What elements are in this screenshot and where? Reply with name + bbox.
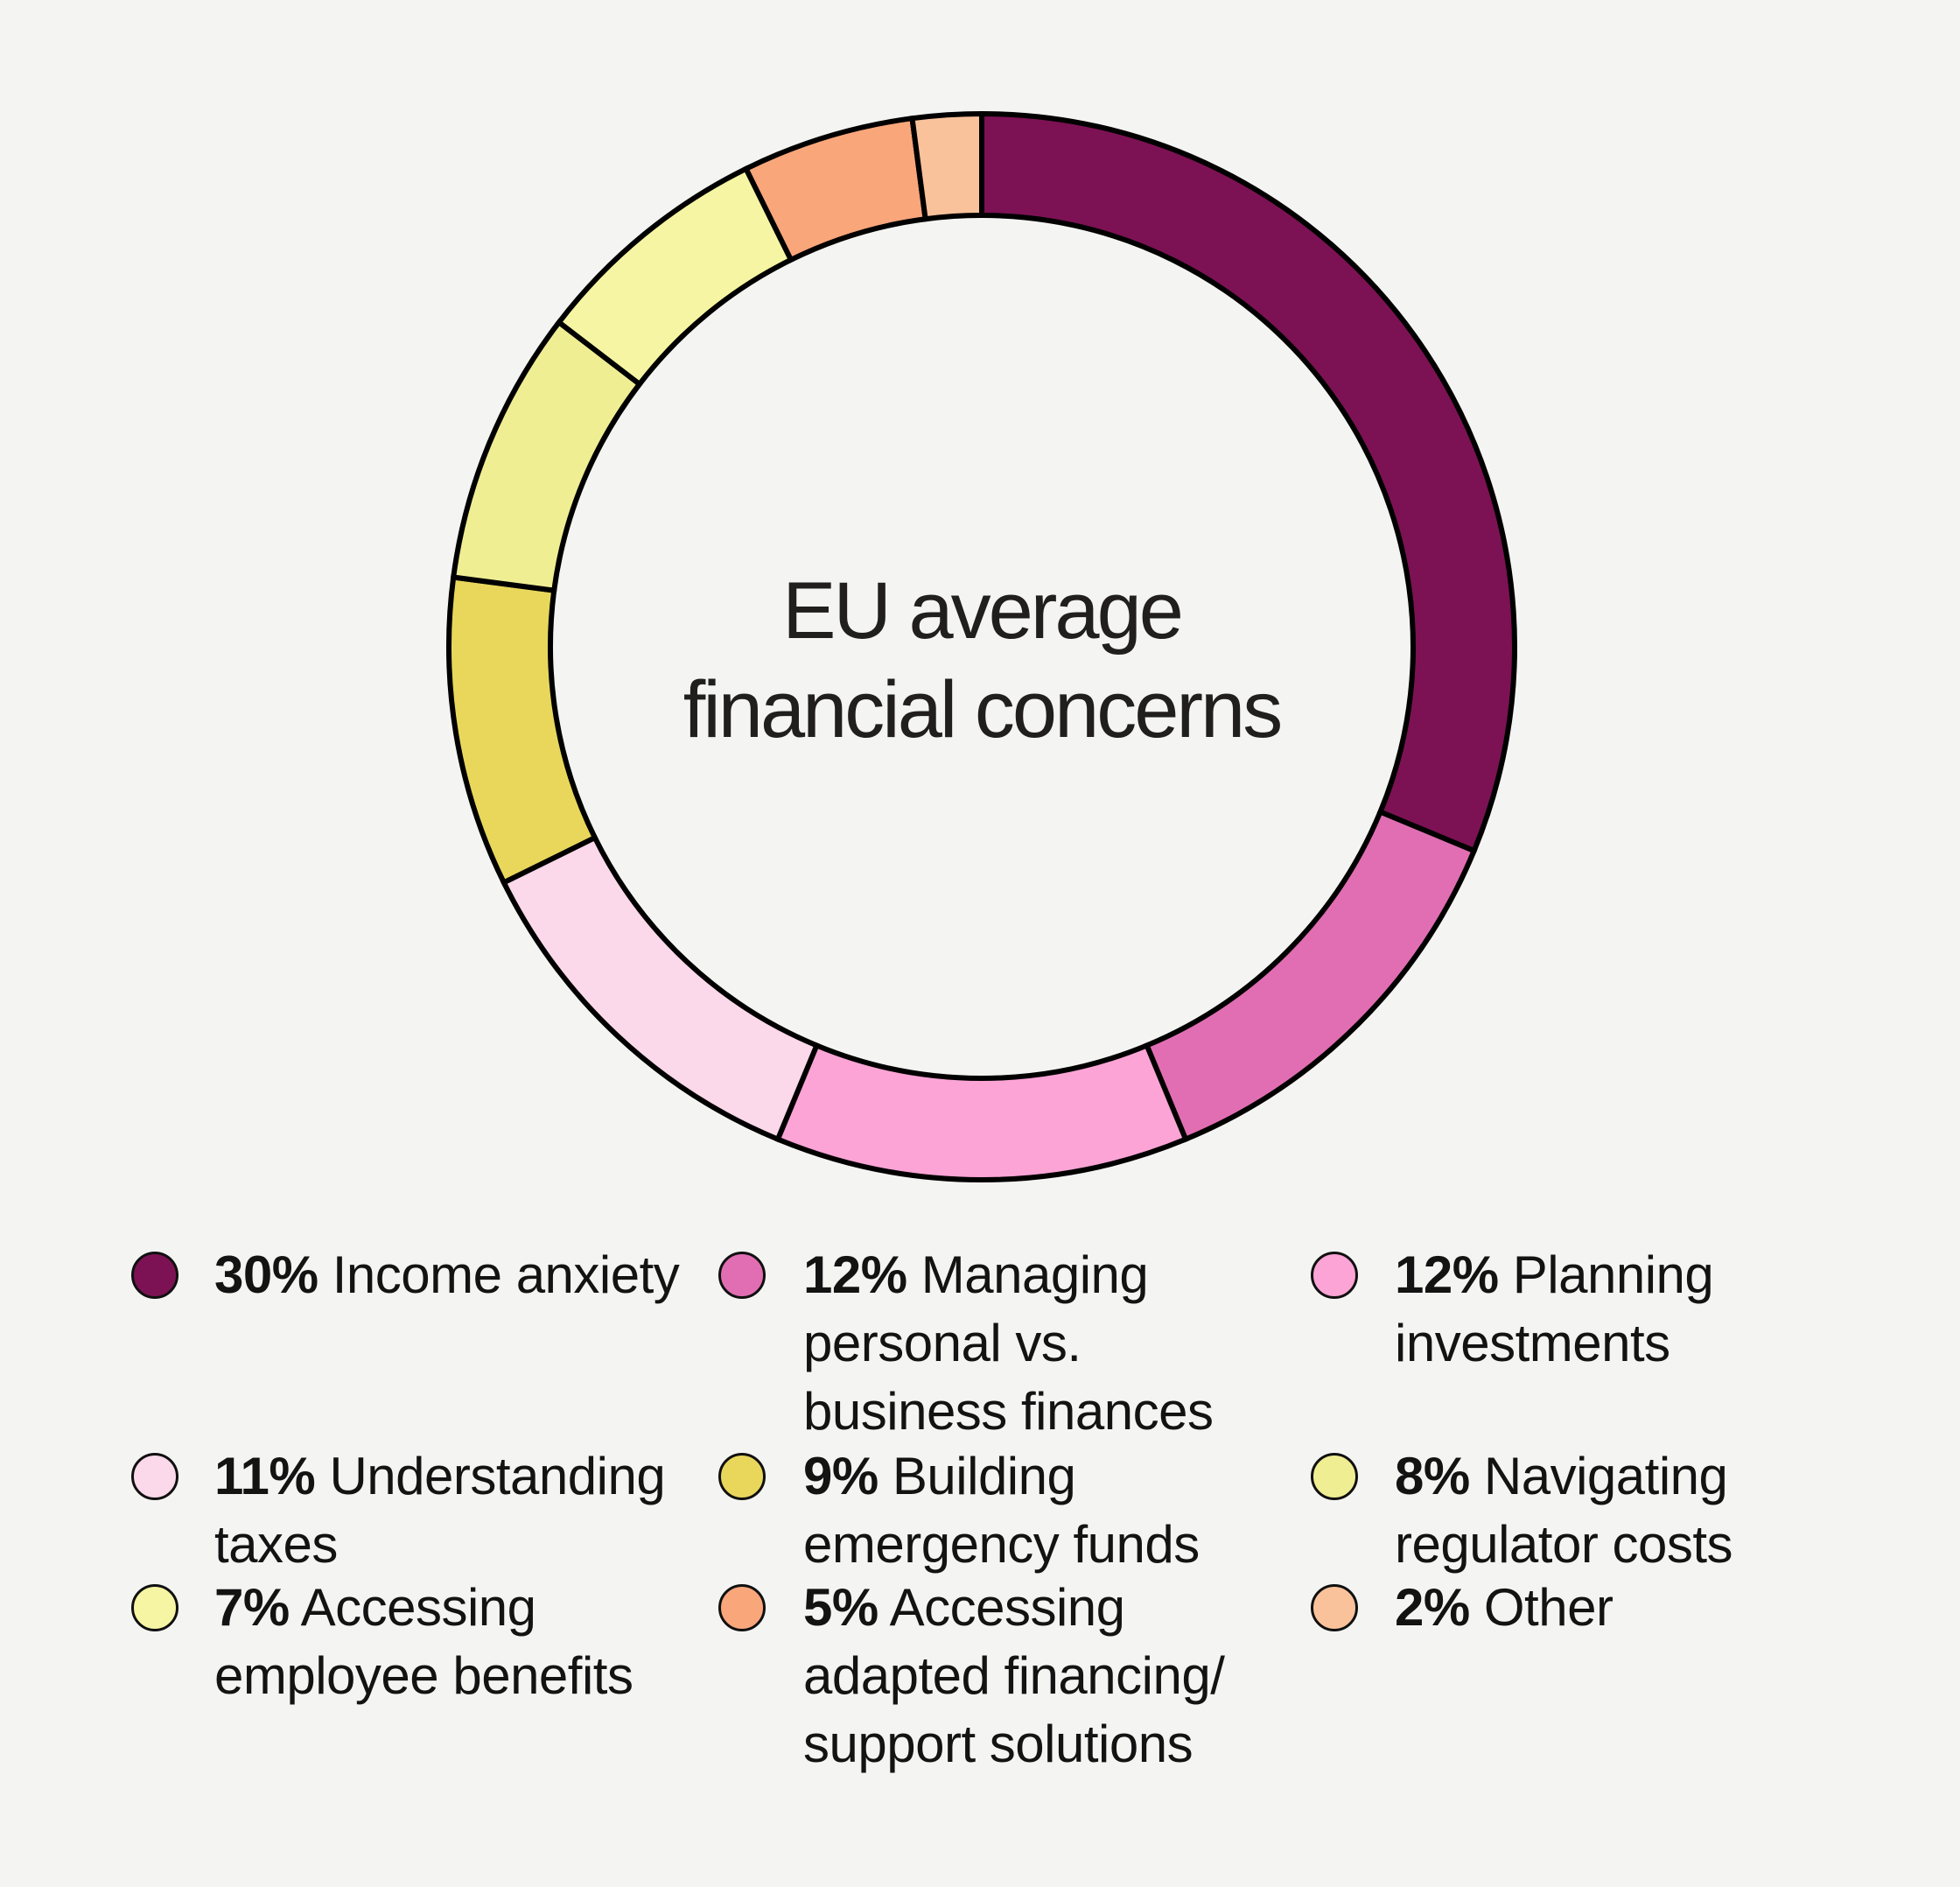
donut-segment-other [909,110,984,222]
legend-percentage: 5% [803,1578,878,1637]
legend-swatch-planning-investments [1311,1252,1358,1299]
legend-label-line: 30% Income anxiety [214,1245,680,1304]
legend-percentage: 9% [803,1447,878,1505]
legend-label-line: investments [1395,1314,1670,1372]
legend-label-line: 8% Navigating [1395,1447,1728,1505]
legend-item-building-emergency-funds: 9% Building emergency funds [803,1442,1200,1579]
legend-swatch-accessing-adapted-financing-support-solutions [718,1584,766,1631]
legend-item-accessing-employee-benefits: 7% Accessing employee benefits [214,1574,634,1710]
legend-percentage: 2% [1395,1578,1470,1637]
legend-label-line: 5% Accessing [803,1578,1125,1637]
legend-label-line: 7% Accessing [214,1578,536,1637]
legend-label-line: 2% Other [1395,1578,1614,1637]
donut-segment-understanding-taxes [500,834,821,1143]
legend-item-other: 2% Other [1395,1574,1614,1642]
legend-label-line: 12% Managing [803,1245,1149,1304]
legend-swatch-building-emergency-funds [718,1453,766,1500]
legend-percentage: 8% [1395,1447,1470,1505]
legend-label-line: emergency funds [803,1515,1200,1574]
legend-percentage: 30% [214,1245,318,1304]
legend-item-navigating-regulator-costs: 8% Navigating regulator costs [1395,1442,1733,1579]
legend-swatch-income-anxiety [131,1252,178,1299]
legend-item-managing-personal-vs-business-finances: 12% Managing personal vs. business finance… [803,1241,1214,1446]
legend-label-line: 11% Understanding [214,1447,666,1505]
legend-percentage: 12% [1395,1245,1499,1304]
legend-percentage: 12% [803,1245,907,1304]
legend-swatch-navigating-regulator-costs [1311,1453,1358,1500]
legend-item-income-anxiety: 30% Income anxiety [214,1241,680,1309]
legend-label-line: business finances [803,1382,1214,1441]
legend-percentage: 11% [214,1447,316,1505]
legend-label-line: 9% Building [803,1447,1076,1505]
legend-swatch-understanding-taxes [131,1453,178,1500]
title-line-2: financial concerns [682,665,1283,754]
legend-swatch-accessing-employee-benefits [131,1584,178,1631]
legend-label-line: adapted financing/ [803,1646,1225,1705]
legend-label-line: support solutions [803,1715,1194,1773]
legend-swatch-managing-personal-vs-business-finances [718,1252,766,1299]
donut-segment-managing-personal-vs-business-finances [1143,808,1478,1143]
title-line-1: EU average [782,566,1184,656]
donut-segment-accessing-employee-benefits [555,165,794,389]
legend-percentage: 7% [214,1578,290,1637]
legend-label-line: taxes [214,1515,338,1574]
legend-label-line: regulator costs [1395,1515,1733,1574]
page-title: EU average financial concerns [544,562,1419,760]
legend-item-planning-investments: 12% Planning investments [1395,1241,1714,1378]
legend-item-accessing-adapted-financing-support-solutions: 5% Accessing adapted financing/support so… [803,1574,1225,1778]
legend-label-line: employee benefits [214,1646,634,1705]
legend-swatch-other [1311,1584,1358,1631]
legend-label-line: 12% Planning [1395,1245,1714,1304]
legend-item-understanding-taxes: 11% Understanding taxes [214,1442,666,1579]
donut-segment-planning-investments [774,1042,1189,1182]
legend-label-line: personal vs. [803,1314,1082,1372]
donut-segment-income-anxiety [979,110,1517,854]
